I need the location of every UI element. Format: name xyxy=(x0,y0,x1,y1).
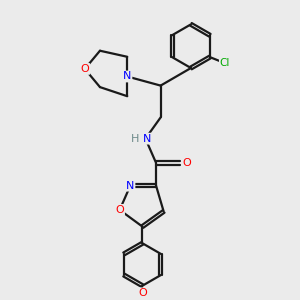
Text: O: O xyxy=(138,288,147,298)
Text: N: N xyxy=(123,71,131,82)
Text: O: O xyxy=(182,158,191,168)
Text: Cl: Cl xyxy=(220,58,230,68)
Text: H: H xyxy=(131,134,139,144)
Text: O: O xyxy=(80,64,89,74)
Text: N: N xyxy=(126,181,134,191)
Text: N: N xyxy=(143,134,151,144)
Text: O: O xyxy=(115,205,124,215)
